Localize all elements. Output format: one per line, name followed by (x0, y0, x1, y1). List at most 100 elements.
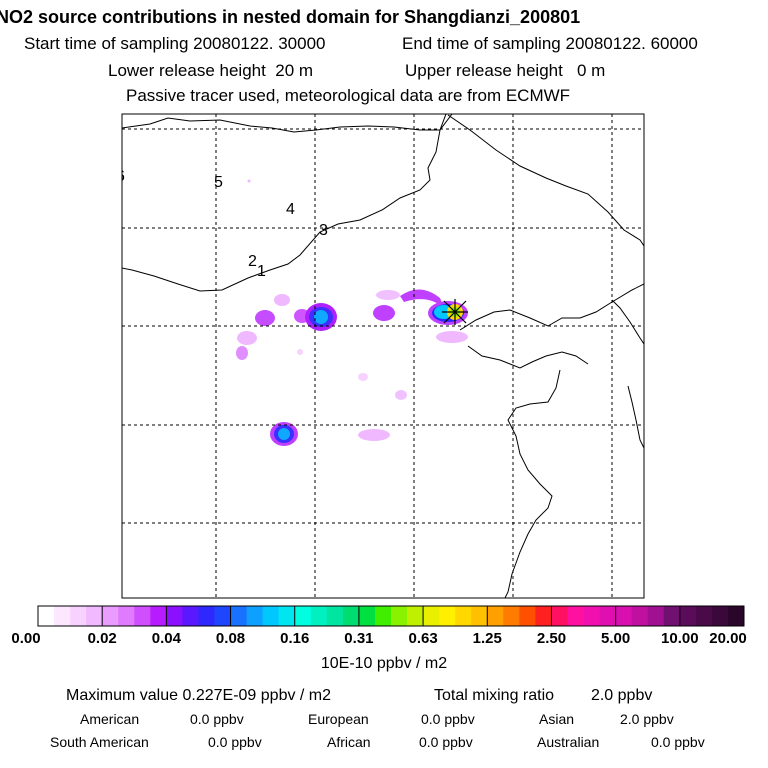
colorbar-frame (37, 605, 745, 627)
colorbar-cell (519, 606, 536, 626)
colorbar-cell (198, 606, 215, 626)
end-time: End time of sampling 20080122. 60000 (402, 34, 698, 54)
blob-se-1 (436, 331, 468, 343)
colorbar-tick-label: 0.00 (11, 630, 41, 647)
blob-hotspot-a-core (314, 310, 328, 324)
end-time-value: 20080122. 60000 (565, 34, 698, 53)
lower-release: Lower release height 20 m (108, 61, 313, 81)
colorbar-cell (262, 606, 280, 626)
blob-west-4 (237, 331, 257, 345)
colorbar-cell (182, 606, 199, 626)
blob-west-2 (274, 294, 290, 306)
colorbar-cell (214, 606, 232, 626)
colorbar-cell (423, 606, 440, 626)
coastlines (122, 114, 644, 598)
region-australian-value: 0.0 ppbv (651, 734, 705, 750)
tracer-note: Passive tracer used, meteorological data… (126, 86, 571, 105)
upper-release-label: Upper release height (405, 61, 563, 80)
colorbar-tick-label: 0.63 (408, 630, 438, 647)
region-european-value: 0.0 ppbv (421, 711, 475, 727)
coast-bohai (467, 345, 589, 369)
lower-release-label: Lower release height (108, 61, 266, 80)
map-grid (122, 114, 644, 598)
coast-east (459, 283, 644, 331)
total-value: 2.0 ppbv (590, 687, 653, 704)
colorbar-unit: 10E-10 ppbv / m2 (320, 655, 448, 672)
end-time-label: End time of sampling (402, 34, 561, 53)
blob-west-5 (236, 346, 248, 360)
colorbar-cell (663, 606, 681, 626)
colorbar-cell (647, 606, 665, 626)
colorbar-cell (150, 606, 167, 626)
colorbar-cell (471, 606, 488, 626)
lower-release-value: 20 m (275, 61, 314, 80)
traj-label-1: 1 (257, 263, 266, 280)
region-european-label: European (308, 711, 369, 727)
start-time-label: Start time of sampling (24, 34, 189, 53)
colorbar-cell (358, 606, 376, 626)
colorbar-cell (567, 606, 585, 626)
start-time-value: 20080122. 30000 (193, 34, 326, 53)
colorbar-cell (615, 606, 633, 626)
colorbar-tick-label: 0.02 (87, 630, 117, 647)
colorbar-cell (439, 606, 456, 626)
colorbar-cell (342, 606, 360, 626)
colorbar-cell (294, 606, 312, 626)
plot-title: NO2 source contributions in nested domai… (0, 7, 581, 27)
colorbar-cell (70, 606, 87, 626)
blob-west-6 (297, 349, 303, 355)
blob-mid-2 (376, 290, 400, 300)
blob-west-1 (255, 310, 275, 326)
colorbar-tick-label: 0.04 (151, 630, 181, 647)
total-label: Total mixing ratio (434, 687, 555, 704)
region-south-american-value: 0.0 ppbv (208, 734, 262, 750)
colorbar-cell (134, 606, 151, 626)
coast-shandong (504, 369, 561, 598)
trajectory-labels: 6 5 4 3 2 1 (116, 168, 328, 280)
max-value: Maximum value 0.227E-09 ppbv / m2 (66, 687, 331, 705)
colorbar-cell (310, 606, 328, 626)
traj-label-5: 5 (214, 174, 223, 191)
colorbar-cell (455, 606, 472, 626)
region-asian-value: 2.0 ppbv (620, 711, 674, 727)
region-american-label: American (80, 711, 140, 727)
traj-label-4: 4 (286, 201, 295, 218)
traj-point-5 (247, 179, 251, 183)
colorbar-cell (583, 606, 601, 626)
traj-label-6: 6 (116, 168, 125, 185)
colorbar-tick-label: 0.31 (344, 630, 374, 647)
traj-label-3: 3 (319, 222, 328, 239)
colorbar-tick-label: 0.16 (280, 630, 310, 647)
upper-release-value: 0 m (577, 61, 606, 80)
start-time: Start time of sampling 20080122. 30000 (24, 34, 326, 54)
colorbar-tick-label: 5.00 (601, 630, 631, 647)
max-value-number: 0.227E-09 ppbv / m2 (182, 687, 332, 704)
coast-korea-2 (627, 385, 644, 449)
contribution-blobs (236, 289, 468, 446)
colorbar-cell (711, 606, 729, 626)
region-australian-label: Australian (537, 734, 600, 750)
border-mongolia (122, 114, 447, 292)
region-african-value: 0.0 ppbv (419, 734, 473, 750)
blob-se-3 (395, 390, 407, 400)
blob-south-core (278, 428, 290, 440)
colorbar-cell (503, 606, 520, 626)
colorbar-cell (487, 606, 504, 626)
colorbar-cell (102, 606, 119, 626)
receptor-marker (442, 299, 468, 325)
colorbar-cell (326, 606, 344, 626)
region-african-label: African (327, 734, 371, 750)
colorbar-tick-label: 2.50 (536, 630, 567, 647)
colorbar-cell (727, 606, 745, 626)
upper-release: Upper release height 0 m (405, 61, 605, 81)
traj-label-2: 2 (248, 253, 257, 270)
colorbar-cell (166, 606, 183, 626)
colorbar-cell (230, 606, 248, 626)
colorbar-cell (535, 606, 552, 626)
max-value-label: Maximum value (66, 687, 179, 704)
colorbar-cell (54, 606, 71, 626)
colorbar-cell (246, 606, 264, 626)
colorbar-cell (695, 606, 713, 626)
colorbar-cell (374, 606, 392, 626)
